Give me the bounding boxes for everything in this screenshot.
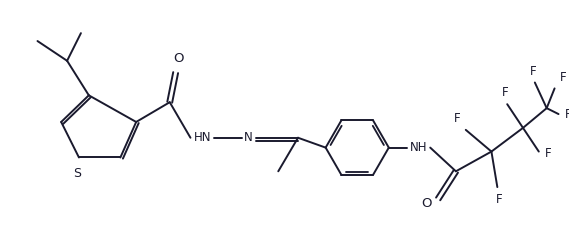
Text: O: O — [174, 52, 184, 65]
Text: O: O — [422, 197, 432, 210]
Text: F: F — [502, 86, 509, 99]
Text: F: F — [545, 147, 551, 160]
Text: F: F — [564, 108, 569, 121]
Text: F: F — [496, 193, 502, 206]
Text: N: N — [244, 131, 253, 144]
Text: HN: HN — [193, 131, 211, 144]
Text: S: S — [73, 167, 81, 180]
Text: F: F — [559, 71, 566, 84]
Text: NH: NH — [410, 141, 427, 154]
Text: F: F — [530, 64, 536, 78]
Text: F: F — [454, 112, 461, 125]
